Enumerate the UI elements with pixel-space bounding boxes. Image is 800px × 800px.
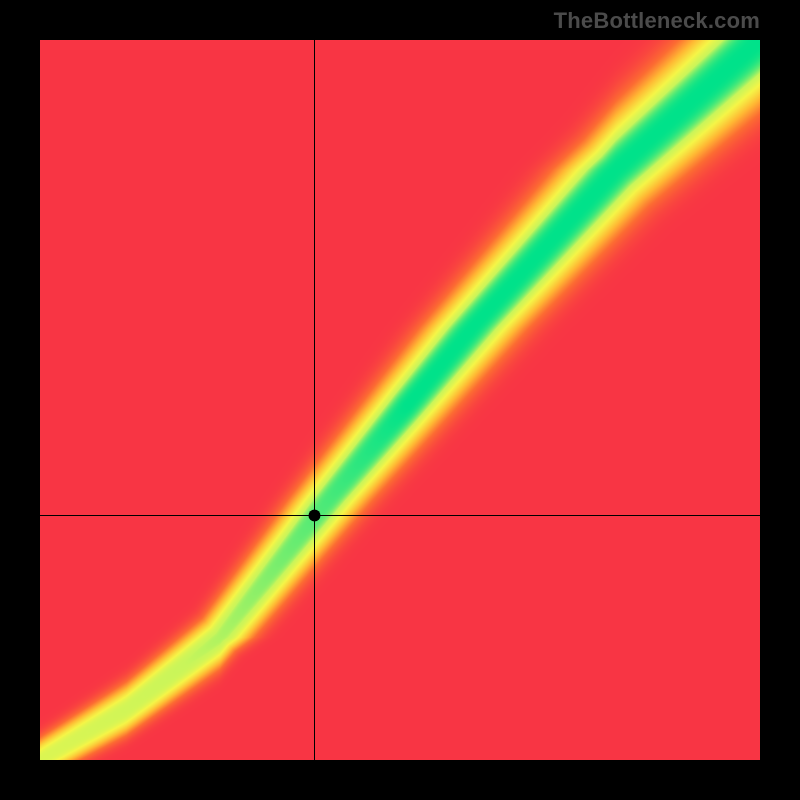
heatmap-frame [40, 40, 760, 760]
bottleneck-heatmap [40, 40, 760, 760]
watermark-text: TheBottleneck.com [554, 8, 760, 34]
